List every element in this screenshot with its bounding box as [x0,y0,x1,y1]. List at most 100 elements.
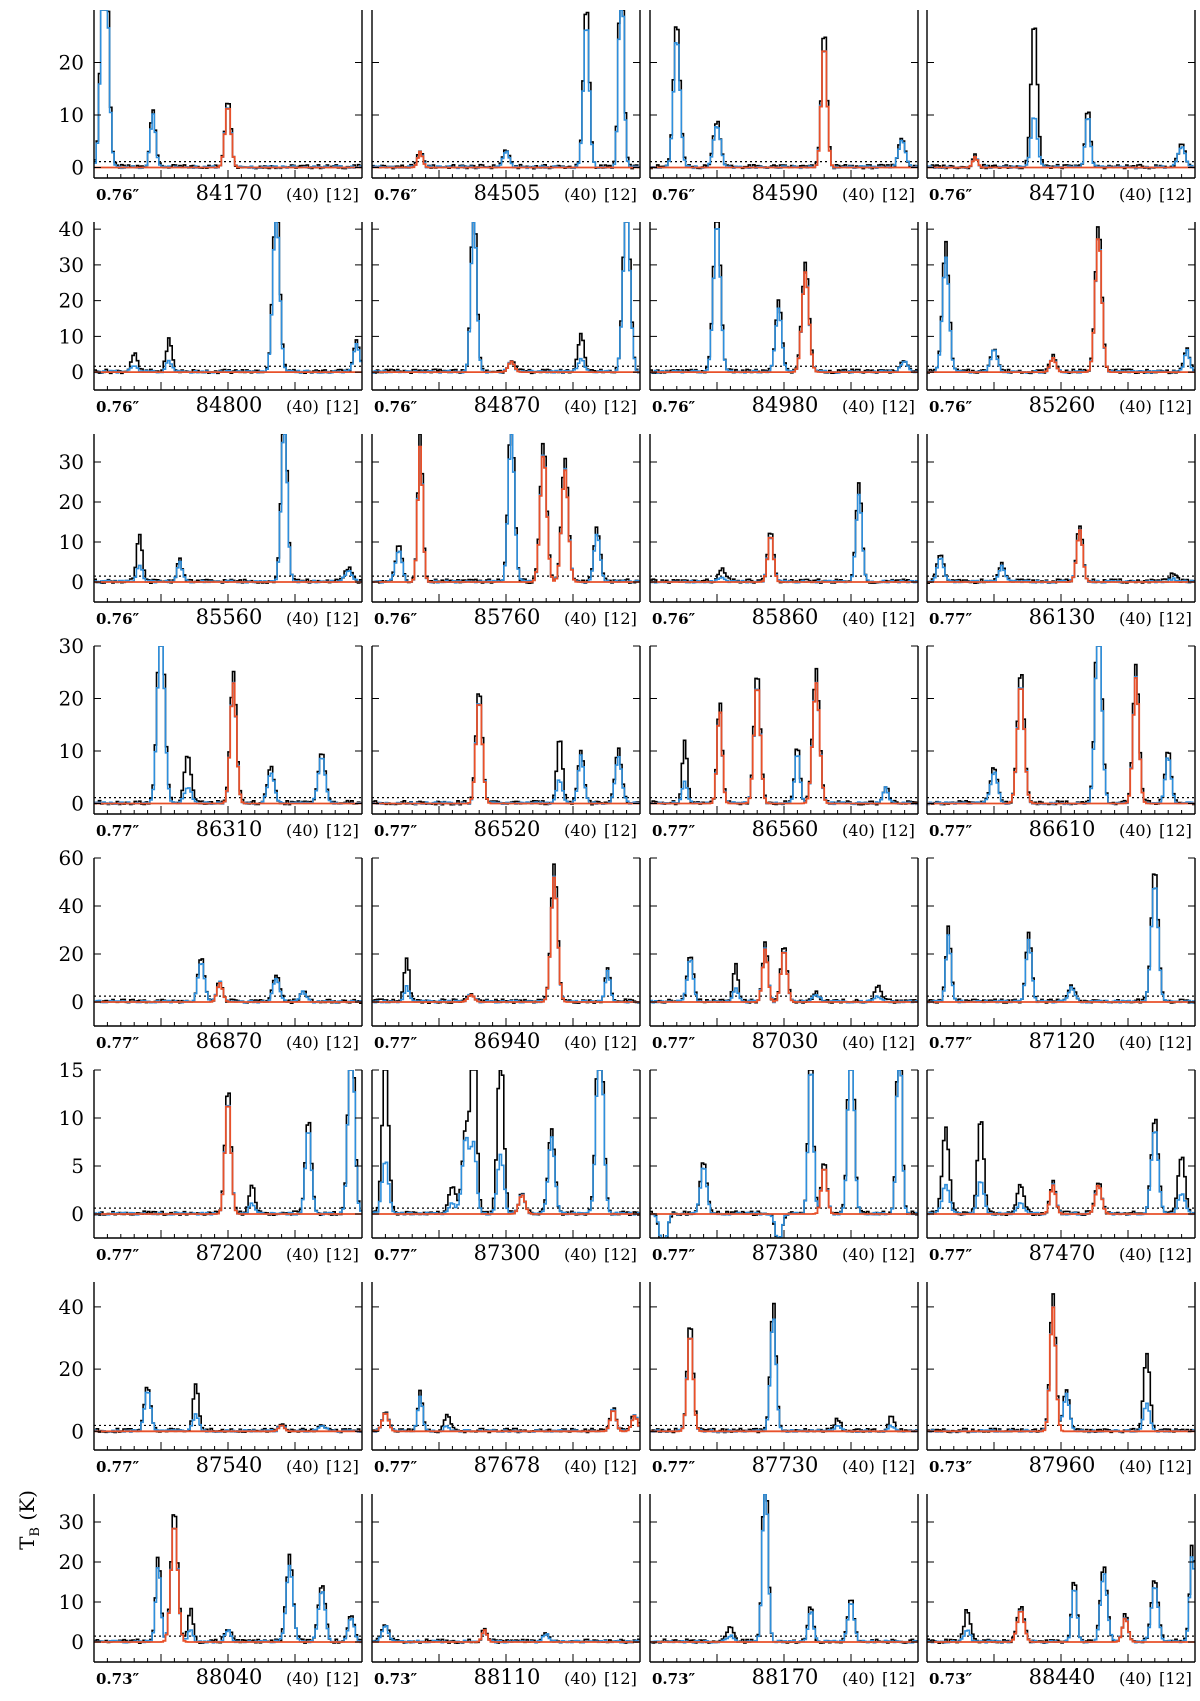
y-tick-label: 20 [59,1550,84,1574]
beam-size-label: 0.73″ [96,1670,140,1688]
spectrum-panel-88110: 0.73″ 88110 (40) [12] [371,1494,641,1689]
y-tick-label: 40 [59,1295,84,1319]
frequency-label: 84170 [196,181,263,205]
beam-size-label: 0.77″ [929,1246,973,1264]
model-target-species [372,704,640,805]
frequency-label: 86610 [1029,817,1096,841]
observed-spectrum [94,10,362,170]
model-all-species [94,1391,362,1433]
y-tick-label: 0 [71,1202,84,1226]
frequency-label: 88170 [752,1665,819,1689]
beam-size-label: 0.76″ [652,186,696,204]
model-target-species [372,1629,640,1643]
spectrum-panel-87200: 0 5 10 15 0.77″ 87200 (40) [12] [59,1058,363,1265]
panel-note-2: [12] [1159,821,1192,840]
panel-note-1: (40) [1119,821,1152,840]
beam-size-label: 0.77″ [374,1034,418,1052]
model-target-species [650,682,918,805]
panel-note-2: [12] [1159,185,1192,204]
beam-size-label: 0.76″ [96,398,140,416]
y-tick-label: 20 [59,1357,84,1381]
y-tick-label: 10 [59,1590,84,1614]
model-all-species [650,1318,918,1433]
y-tick-label: 0 [71,1630,84,1654]
beam-size-label: 0.77″ [652,822,696,840]
frequency-label: 88440 [1029,1665,1096,1689]
model-target-species [372,360,640,373]
panel-note-2: [12] [882,1457,915,1476]
model-all-species [650,228,918,374]
observed-spectrum [927,525,1195,584]
panel-note-2: [12] [882,609,915,628]
panel-note-2: [12] [326,397,359,416]
panel-note-2: [12] [1159,1245,1192,1264]
observed-spectrum [372,10,640,170]
beam-size-label: 0.77″ [96,822,140,840]
model-all-species [927,238,1195,374]
model-all-species [94,963,362,1004]
model-all-species [372,1395,640,1433]
observed-spectrum [650,667,918,806]
observed-spectrum [927,873,1195,1004]
y-tick-label: 20 [59,942,84,966]
frequency-label: 84980 [752,393,819,417]
model-all-species [94,222,362,374]
beam-size-label: 0.77″ [652,1246,696,1264]
spectrum-panel-86520: 0.77″ 86520 (40) [12] [371,645,641,841]
frequency-label: 87960 [1029,1453,1096,1477]
panel-note-1: (40) [564,185,597,204]
model-all-species [927,646,1195,806]
model-all-species [650,1070,918,1238]
panel-note-1: (40) [286,609,319,628]
beam-size-label: 0.76″ [652,398,696,416]
y-tick-label: 40 [59,217,84,241]
spectrum-panel-88040: 0 10 20 30 0.73″ 88040 (40) [12] [59,1494,363,1689]
y-tick-label: 10 [59,739,84,763]
spectrum-panel-84710: 0.76″ 84710 (40) [12] [926,10,1196,205]
y-tick-label: 0 [71,990,84,1014]
model-all-species [372,1070,640,1216]
spectrum-panel-85760: 0.76″ 85760 (40) [12] [371,434,641,629]
beam-size-label: 0.77″ [374,1458,418,1476]
spectrum-panel-87960: 0.73″ 87960 (40) [12] [926,1282,1196,1477]
spectrum-panel-88170: 0.73″ 88170 (40) [12] [649,1494,919,1689]
model-target-species [650,1337,918,1433]
observed-spectrum [650,1302,918,1434]
beam-size-label: 0.77″ [929,822,973,840]
panel-note-1: (40) [286,1033,319,1052]
model-target-species [94,1527,362,1643]
beam-size-label: 0.77″ [374,1246,418,1264]
panel-note-2: [12] [604,397,637,416]
model-target-species [650,50,918,169]
observed-spectrum [650,1494,918,1644]
spectrum-panel-85560: 0 10 20 30 0.76″ 85560 (40) [12] [59,434,363,629]
model-target-species [94,982,362,1003]
panel-note-1: (40) [286,185,319,204]
panel-note-1: (40) [564,1669,597,1688]
observed-spectrum [927,27,1195,170]
panel-note-2: [12] [604,609,637,628]
observed-spectrum [650,26,918,170]
beam-size-label: 0.73″ [929,1670,973,1688]
panel-note-1: (40) [842,1457,875,1476]
beam-size-label: 0.77″ [929,610,973,628]
model-all-species [94,1070,362,1216]
observed-spectrum [94,222,362,375]
panel-note-1: (40) [564,1457,597,1476]
observed-spectrum [372,693,640,806]
beam-size-label: 0.77″ [374,822,418,840]
panel-note-2: [12] [604,1245,637,1264]
panel-note-2: [12] [326,1669,359,1688]
spectrum-panel-87470: 0.77″ 87470 (40) [12] [926,1069,1196,1265]
spectrum-panel-86940: 0.77″ 86940 (40) [12] [371,857,641,1053]
model-target-species [650,1168,918,1215]
frequency-label: 85760 [474,605,541,629]
model-target-species [650,948,918,1003]
spectrum-panel-87540: 0 20 40 0.77″ 87540 (40) [12] [59,1282,363,1477]
panel-note-2: [12] [326,821,359,840]
panel-note-1: (40) [564,1245,597,1264]
model-target-species [927,156,1195,169]
model-target-species [372,1194,640,1215]
panel-note-2: [12] [604,1457,637,1476]
